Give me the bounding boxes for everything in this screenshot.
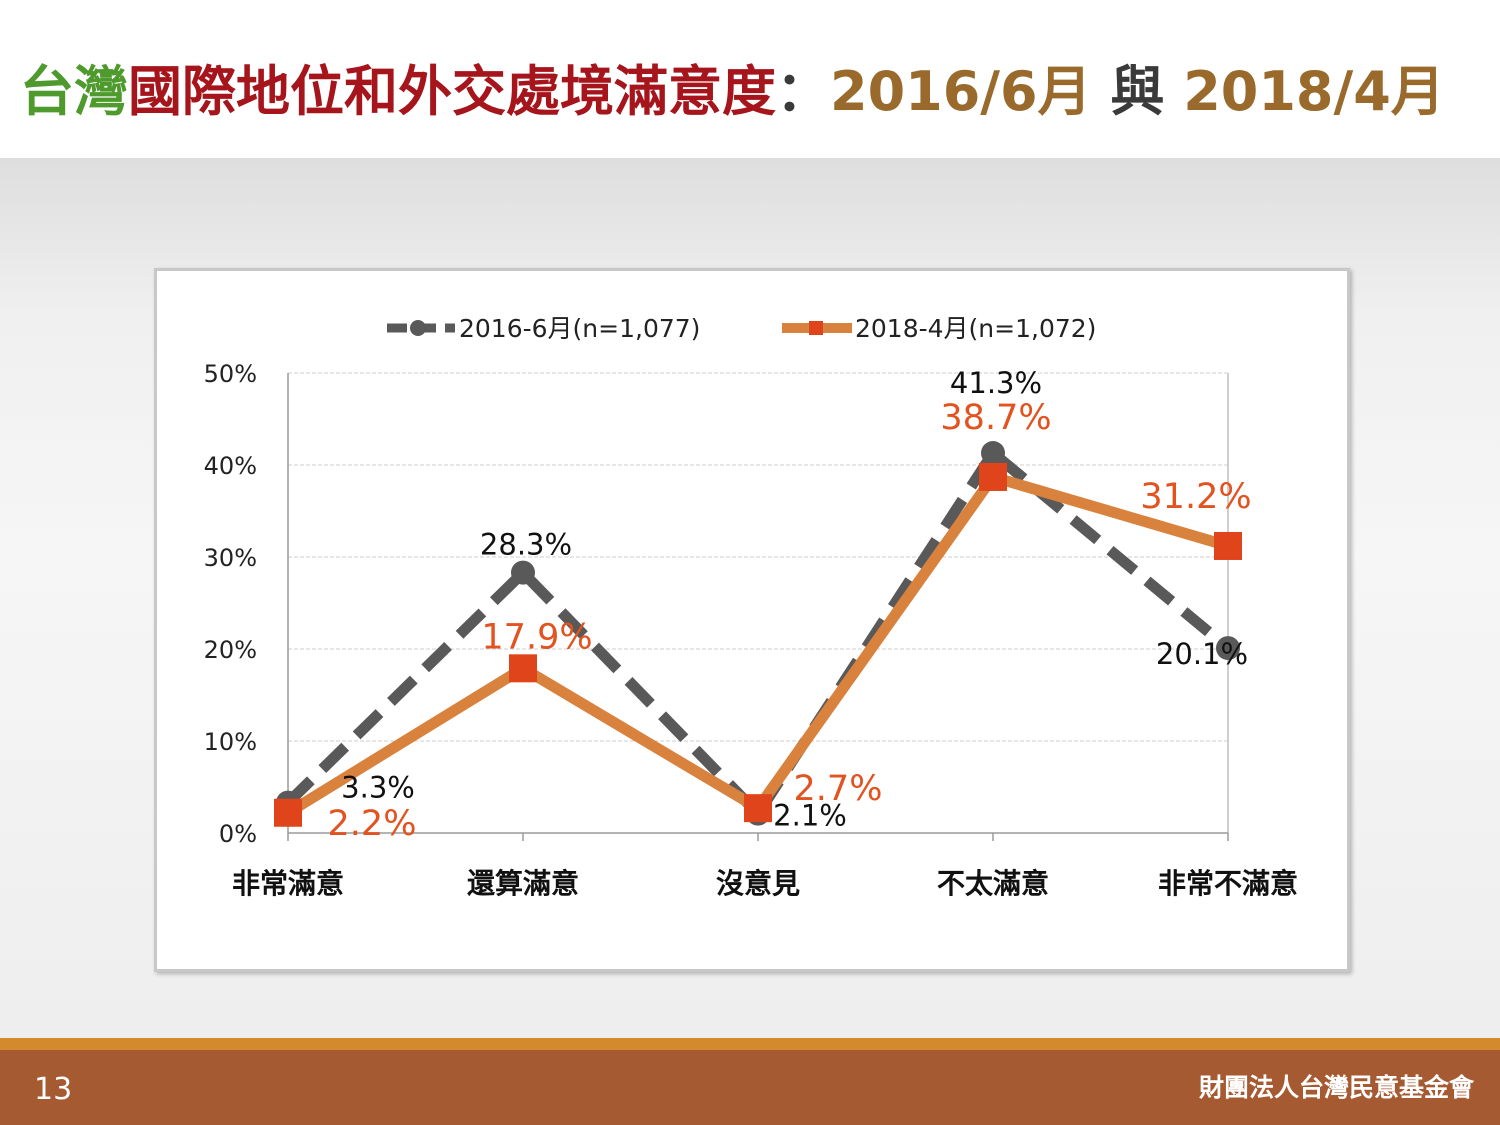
series-2016-data-label: 28.3% (480, 528, 572, 562)
series-2016-point (981, 441, 1005, 466)
footer-stripe (0, 1038, 1500, 1050)
title-part-taiwan: 台灣 (20, 60, 128, 123)
title-part-date-2018: 2018/4月 (1183, 60, 1445, 123)
page-title: 台灣國際地位和外交處境滿意度：2016/6月 與 2018/4月 (20, 52, 1445, 132)
y-tick-label: 10% (204, 728, 257, 756)
legend-2018-label: 2018-4月(n=1,072) (855, 314, 1096, 343)
legend-2016-swatch-marker (410, 320, 426, 336)
x-category-label: 沒意見 (716, 867, 800, 900)
series-2018-data-label: 2.7% (794, 769, 883, 809)
chart-frame: 0% 10% 20% 30% 40% 50% 非常滿意 還算滿意 沒意見 不太滿意 非常不滿意 3.3… (154, 268, 1350, 972)
series-2018-point (509, 654, 537, 683)
series-2016-point (1216, 636, 1240, 661)
series-2016-data-label: 2.1% (773, 799, 847, 833)
y-tick-label: 20% (204, 636, 257, 664)
title-part-date-2016: 2016/6月 (830, 60, 1092, 123)
legend-2016-label: 2016-6月(n=1,077) (459, 314, 700, 343)
y-tick-label: 40% (204, 452, 257, 480)
series-2018-data-label: 17.9% (481, 617, 592, 657)
series-2018-data-label: 38.7% (940, 398, 1051, 438)
series-2018-point (1214, 531, 1242, 560)
title-part-colon: ： (776, 60, 830, 123)
series-2016-point (511, 560, 535, 585)
series-2018-point (979, 462, 1007, 491)
series-2016-data-label: 41.3% (950, 366, 1042, 400)
footer (0, 1050, 1500, 1125)
title-bar: 台灣國際地位和外交處境滿意度：2016/6月 與 2018/4月 (0, 0, 1500, 158)
x-category-label: 非常滿意 (232, 867, 344, 900)
x-category-label: 不太滿意 (937, 867, 1049, 900)
title-part-and: 與 (1091, 60, 1184, 123)
series-2016-data-label: 3.3% (341, 771, 415, 805)
title-part-topic: 國際地位和外交處境滿意度 (128, 60, 776, 123)
y-tick-label: 0% (219, 820, 257, 848)
x-category-label: 還算滿意 (467, 867, 579, 900)
series-2016-line (284, 447, 1232, 820)
series-2016-data-label: 20.1% (1156, 637, 1248, 671)
series-2018-data-label: 2.2% (328, 804, 417, 844)
y-tick-label: 30% (204, 544, 257, 572)
series-2018-point (274, 798, 302, 827)
organization-name: 財團法人台灣民意基金會 (1198, 1073, 1474, 1102)
series-2018-point (744, 794, 772, 823)
page-number: 13 (34, 1072, 73, 1107)
legend-2018-swatch-marker (809, 321, 823, 335)
series-2018-data-label: 31.2% (1140, 477, 1251, 517)
y-tick-label: 50% (204, 360, 257, 388)
x-category-label: 非常不滿意 (1158, 867, 1298, 900)
line-chart: 0% 10% 20% 30% 40% 50% 非常滿意 還算滿意 沒意見 不太滿意 非常不滿意 3.3… (204, 314, 1298, 900)
